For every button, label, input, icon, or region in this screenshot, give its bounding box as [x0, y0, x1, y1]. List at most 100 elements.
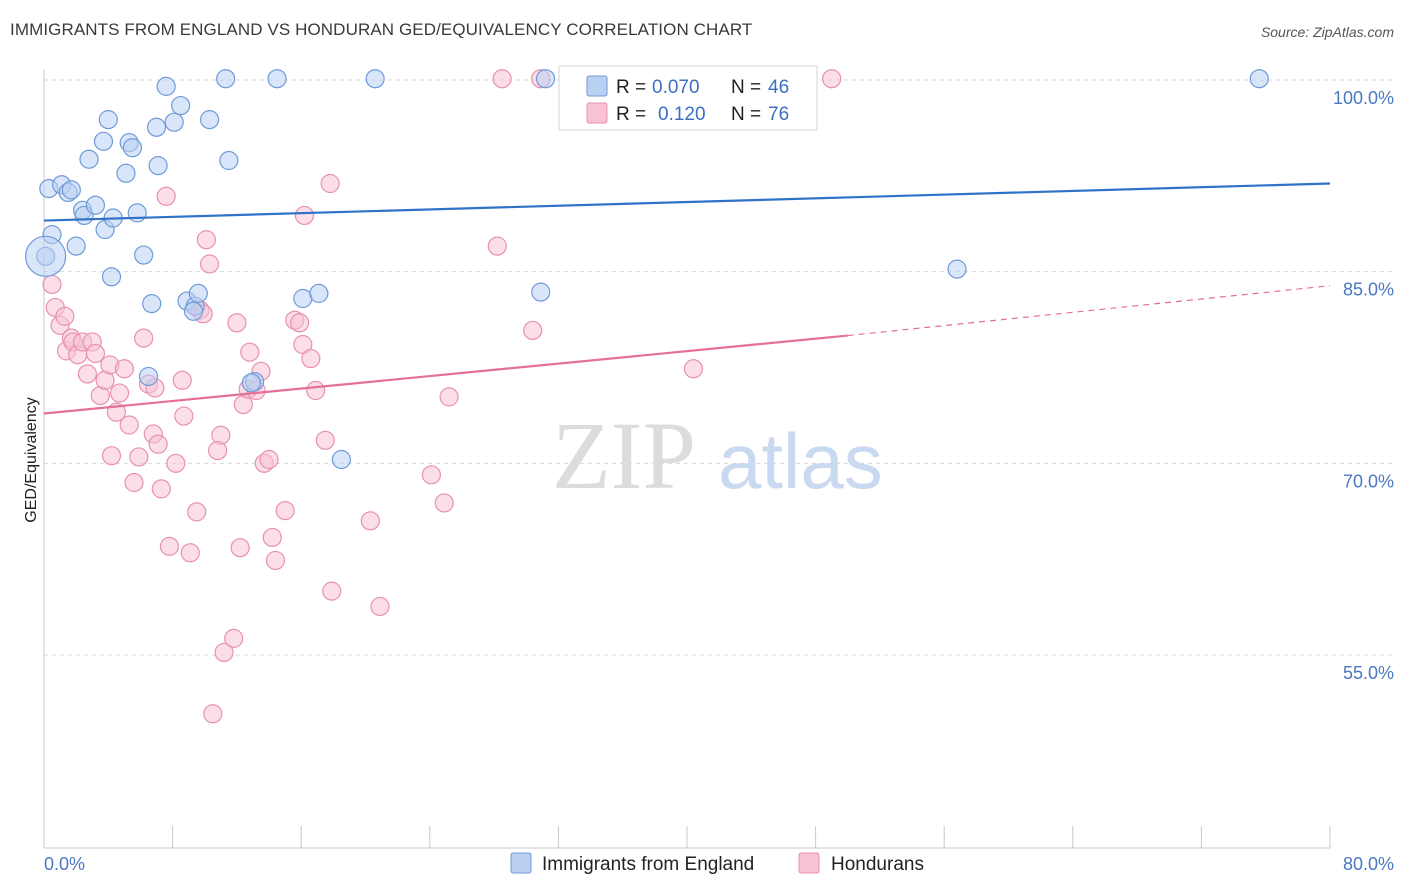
honduran-point — [187, 502, 207, 522]
legend-r-label-1: R = — [616, 77, 646, 98]
honduran-point — [227, 313, 247, 333]
honduran-point — [224, 628, 244, 648]
bottom-legend-label-hondurans: Hondurans — [831, 854, 924, 875]
honduran-point — [240, 342, 260, 362]
honduran-point — [114, 359, 134, 379]
watermark: ZIP atlas — [552, 402, 883, 509]
england-point — [171, 95, 191, 116]
honduran-point — [320, 173, 340, 194]
legend-r-label-2: R = — [616, 104, 646, 125]
england-point — [216, 69, 236, 89]
england-point — [947, 259, 967, 279]
y-tick-label: 85.0% — [1343, 280, 1394, 300]
legend-swatch-pink — [586, 102, 608, 124]
honduran-point — [156, 186, 176, 206]
honduran-point — [230, 538, 250, 558]
england-trend-line — [43, 182, 1331, 222]
honduran-point — [360, 511, 380, 531]
england-point — [116, 163, 136, 183]
honduran-point — [199, 254, 220, 274]
england-point — [164, 112, 184, 132]
honduran-point — [172, 370, 192, 390]
honduran-point — [151, 479, 171, 499]
england-point — [146, 117, 167, 137]
honduran-trend-line — [43, 334, 848, 415]
axes: 55.0% 70.0% 85.0% 100.0% 0.0% 80.0% — [43, 70, 1394, 874]
legend-n-label-2: N = — [731, 104, 761, 125]
honduran-point — [434, 493, 454, 513]
honduran-point — [77, 364, 98, 384]
bottom-legend-swatch-england — [510, 852, 532, 874]
stats-legend: R = 0.070 N = 46 R = 0.120 N = 76 — [558, 65, 818, 131]
y-tick-label: 100.0% — [1333, 88, 1394, 108]
watermark-atlas: atlas — [718, 417, 883, 505]
honduran-point — [159, 536, 179, 556]
honduran-point — [214, 642, 234, 663]
honduran-point — [492, 69, 512, 89]
honduran-point — [85, 343, 106, 364]
england-point-large — [25, 235, 67, 277]
honduran-point — [262, 527, 282, 548]
y-tick-label: 55.0% — [1343, 663, 1394, 683]
honduran-point — [196, 230, 216, 250]
honduran-point — [322, 581, 342, 601]
honduran-point — [101, 446, 122, 466]
honduran-point — [370, 596, 390, 617]
england-point — [98, 110, 118, 130]
honduran-point — [315, 430, 335, 450]
england-point — [142, 294, 162, 314]
england-point — [1249, 69, 1269, 89]
legend-swatch-blue — [586, 75, 608, 97]
honduran-point — [487, 236, 507, 256]
honduran-point — [180, 543, 200, 563]
honduran-point — [289, 313, 310, 333]
y-axis-label: GED/Equivalency — [23, 397, 40, 522]
england-point — [531, 282, 551, 302]
legend-n-label-1: N = — [731, 77, 761, 98]
honduran-point — [148, 434, 168, 454]
honduran-trend-extension — [847, 285, 1331, 337]
honduran-point — [203, 704, 223, 724]
honduran-point — [134, 328, 154, 348]
bottom-legend-label-england: Immigrants from England — [542, 854, 754, 875]
honduran-point — [301, 348, 321, 369]
honduran-point — [55, 306, 75, 326]
x-tick-label-max: 80.0% — [1343, 854, 1394, 874]
chart-title: IMMIGRANTS FROM ENGLAND VS HONDURAN GED/… — [10, 20, 753, 39]
honduran-point — [275, 501, 295, 521]
bottom-legend-swatch-hondurans — [798, 852, 820, 874]
england-point — [61, 180, 81, 200]
england-point — [138, 366, 159, 387]
y-tick-label: 70.0% — [1343, 471, 1394, 491]
england-point — [93, 131, 114, 151]
england-point — [148, 156, 168, 176]
england-point — [309, 283, 329, 303]
england-point — [183, 301, 204, 321]
england-point — [331, 449, 351, 470]
honduran-point — [294, 205, 315, 226]
honduran-point — [208, 440, 228, 461]
england-point — [101, 267, 122, 287]
honduran-point — [265, 550, 286, 571]
honduran-point — [124, 472, 144, 493]
honduran-point — [306, 380, 326, 401]
england-point — [293, 288, 313, 309]
england-point — [188, 283, 208, 303]
england-point — [85, 195, 106, 215]
grid-lines — [44, 79, 1392, 656]
honduran-point — [174, 406, 194, 426]
watermark-zip: ZIP — [552, 402, 696, 509]
england-point — [535, 69, 556, 89]
honduran-point — [119, 415, 139, 435]
england-point — [241, 373, 261, 393]
legend-n-value-2: 76 — [768, 104, 789, 125]
honduran-point — [683, 359, 704, 379]
honduran-point — [166, 453, 186, 473]
honduran-point — [523, 320, 543, 341]
england-point — [267, 69, 287, 89]
england-point — [127, 203, 147, 223]
england-point — [156, 76, 176, 96]
england-point — [219, 150, 239, 171]
legend-r-value-2: 0.120 — [658, 104, 706, 125]
